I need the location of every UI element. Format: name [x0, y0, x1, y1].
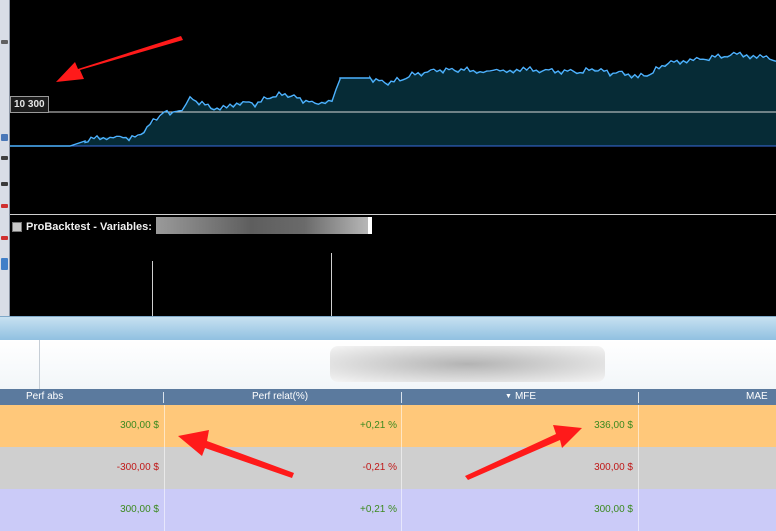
- column-header-mfe: MFE: [514, 391, 537, 402]
- column-divider: [401, 489, 402, 531]
- redacted-content: [330, 346, 605, 382]
- indicator-panel[interactable]: ProBacktest - Variables:: [10, 214, 776, 317]
- equity-area: [10, 54, 776, 146]
- column-divider: [638, 405, 639, 447]
- column-divider: [638, 447, 639, 489]
- panel-splitter[interactable]: [0, 316, 776, 341]
- cell-perf-abs: 300,00 $: [120, 504, 159, 515]
- marker-tool-icon[interactable]: [1, 182, 8, 186]
- column-separator[interactable]: [638, 392, 639, 403]
- cell-mfe: 336,00 $: [594, 420, 633, 431]
- column-divider: [164, 405, 165, 447]
- column-divider: [164, 489, 165, 531]
- indicator-title: ProBacktest - Variables:: [26, 221, 152, 233]
- cell-perf-relat: -0,21 %: [362, 462, 397, 473]
- cell-mfe: 300,00 $: [594, 462, 633, 473]
- table-row[interactable]: 300,00 $ +0,21 % 336,00 $: [0, 405, 776, 447]
- column-divider: [401, 405, 402, 447]
- indicator-collapse-icon[interactable]: [12, 222, 22, 232]
- table-row[interactable]: 300,00 $ +0,21 % 300,00 $: [0, 489, 776, 531]
- arrow-tool-icon[interactable]: [1, 156, 8, 160]
- column-divider: [638, 489, 639, 531]
- results-table-header: Perf abs Perf relat(%) ▼ MFE MAE: [0, 389, 776, 405]
- indicator-header: ProBacktest - Variables:: [12, 219, 152, 235]
- cell-perf-abs: -300,00 $: [116, 462, 159, 473]
- sort-descending-icon[interactable]: ▼: [505, 393, 512, 400]
- column-header-mae[interactable]: MAE: [746, 391, 768, 402]
- zone-tool-icon[interactable]: [1, 236, 8, 240]
- column-header-mfe-wrapper[interactable]: ▼ MFE: [505, 389, 536, 405]
- cell-perf-abs: 300,00 $: [120, 420, 159, 431]
- trade-marker-line: [152, 261, 153, 317]
- trade-marker-line: [331, 253, 332, 317]
- column-header-perf-relat[interactable]: Perf relat(%): [252, 391, 309, 402]
- equity-chart[interactable]: [10, 0, 776, 214]
- divider: [39, 340, 40, 389]
- pen-tool-icon[interactable]: [1, 40, 8, 44]
- column-divider: [164, 447, 165, 489]
- cell-perf-relat: +0,21 %: [360, 420, 397, 431]
- cell-mfe: 300,00 $: [594, 504, 633, 515]
- table-row[interactable]: -300,00 $ -0,21 % 300,00 $: [0, 447, 776, 489]
- ruler-tool-icon[interactable]: [1, 258, 8, 270]
- cell-perf-relat: +0,21 %: [360, 504, 397, 515]
- equity-line: [10, 51, 776, 147]
- cursor-tool-icon[interactable]: [1, 134, 8, 141]
- fibonacci-tool-icon[interactable]: [1, 204, 8, 208]
- column-header-perf-abs[interactable]: Perf abs: [26, 391, 64, 402]
- report-header-area: [0, 340, 776, 389]
- drawing-toolbar: [0, 0, 10, 316]
- column-divider: [401, 447, 402, 489]
- price-level-label: 10 300: [10, 96, 49, 113]
- equity-curve-svg: [10, 51, 776, 147]
- redacted-variables: [156, 217, 372, 234]
- column-separator[interactable]: [401, 392, 402, 403]
- column-separator[interactable]: [163, 392, 164, 403]
